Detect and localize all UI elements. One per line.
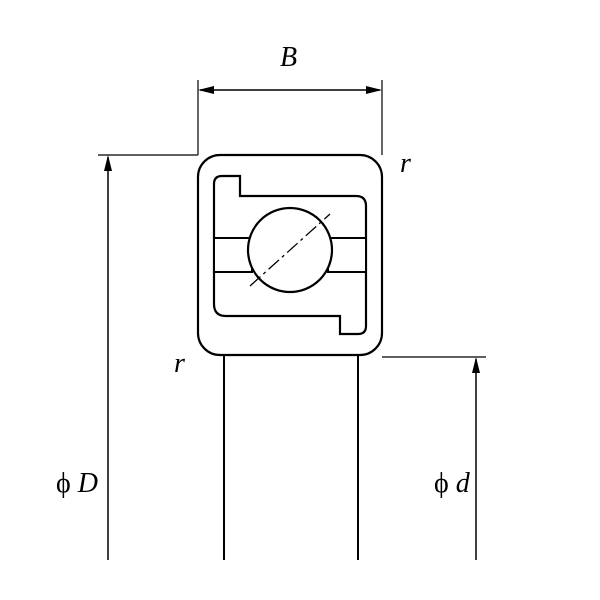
var-D: D [78,468,98,499]
cage-left [214,238,252,272]
cage-right [328,238,366,272]
phi-symbol: ϕ [434,468,449,499]
label-r-bottom: r [174,348,185,380]
bearing-diagram [0,0,600,600]
label-phid: ϕ d [434,468,470,500]
label-phiD: ϕ D [56,468,98,500]
label-r-top: r [400,148,411,180]
label-B: B [280,42,297,74]
var-d: d [456,468,470,499]
phi-symbol: ϕ [56,468,71,499]
